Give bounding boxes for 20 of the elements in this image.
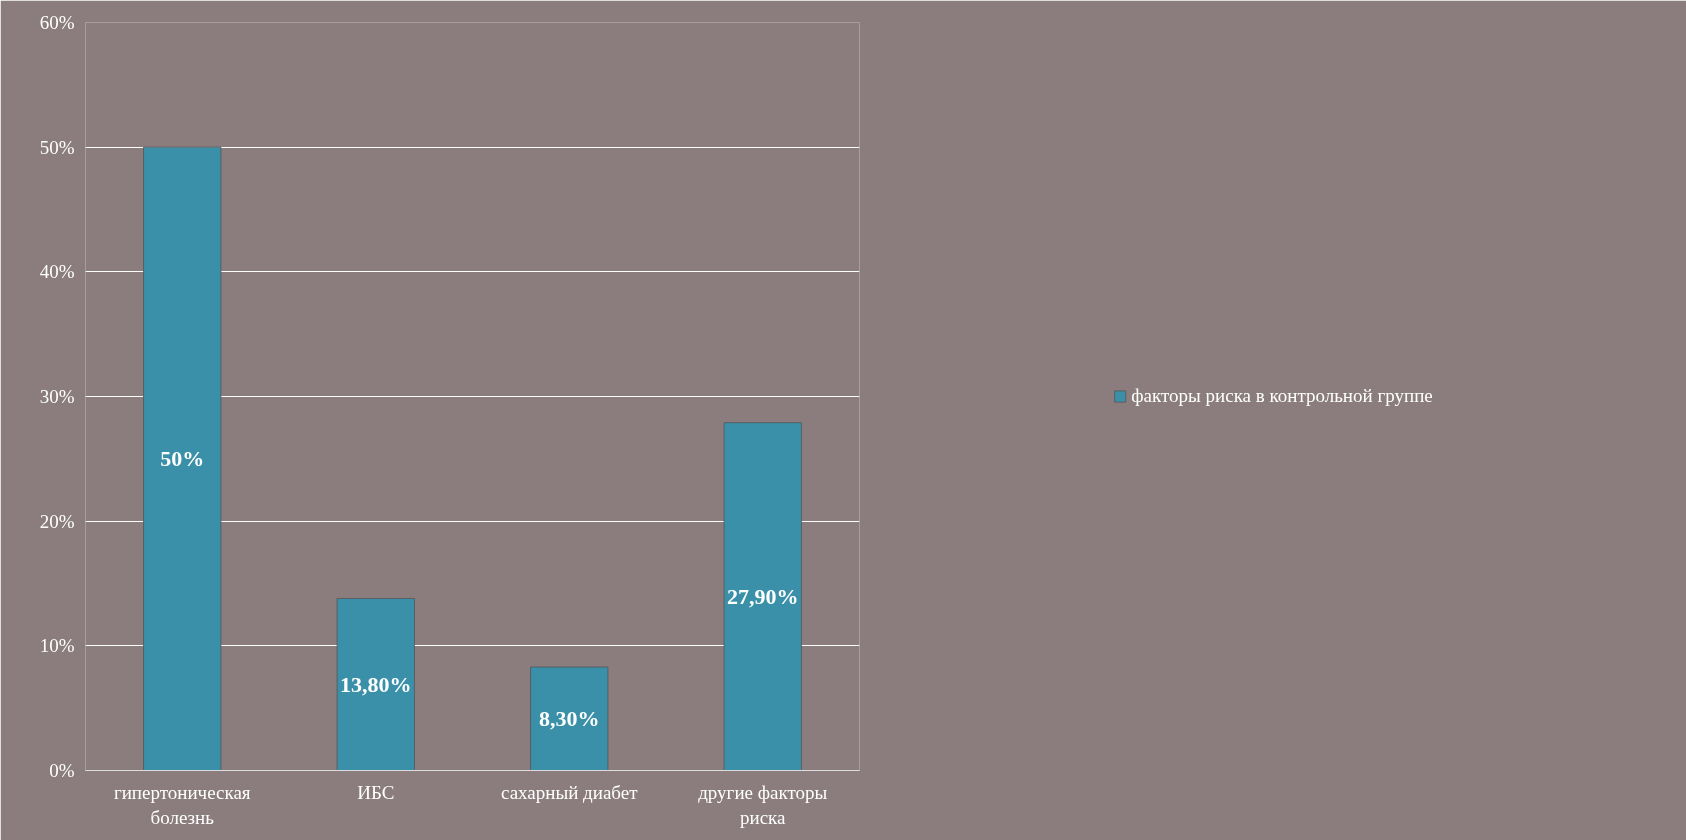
y-tick-label: 0% (49, 760, 75, 781)
y-tick-label: 20% (39, 510, 75, 532)
bar (530, 666, 609, 771)
data-label: 27,90% (727, 584, 799, 610)
data-label: 8,30% (539, 706, 600, 732)
y-tick-label: 10% (39, 635, 75, 657)
y-tick-label: 60% (39, 12, 75, 33)
data-label: 13,80% (340, 671, 412, 697)
x-tick-label: гипертоническая болезнь (113, 781, 251, 828)
y-tick-label: 50% (39, 136, 75, 158)
x-tick-label: ИБС (357, 781, 395, 803)
bar (143, 146, 222, 771)
legend-label: факторы риска в контрольной группе (1131, 385, 1433, 407)
y-tick-label: 40% (39, 261, 75, 283)
bar (723, 422, 802, 771)
x-tick-label: сахарный диабет (500, 781, 639, 803)
data-label: 50% (160, 446, 205, 472)
bar (336, 598, 415, 771)
x-tick-label: другие факторы риска (698, 781, 828, 828)
y-tick-label: 30% (39, 386, 75, 407)
